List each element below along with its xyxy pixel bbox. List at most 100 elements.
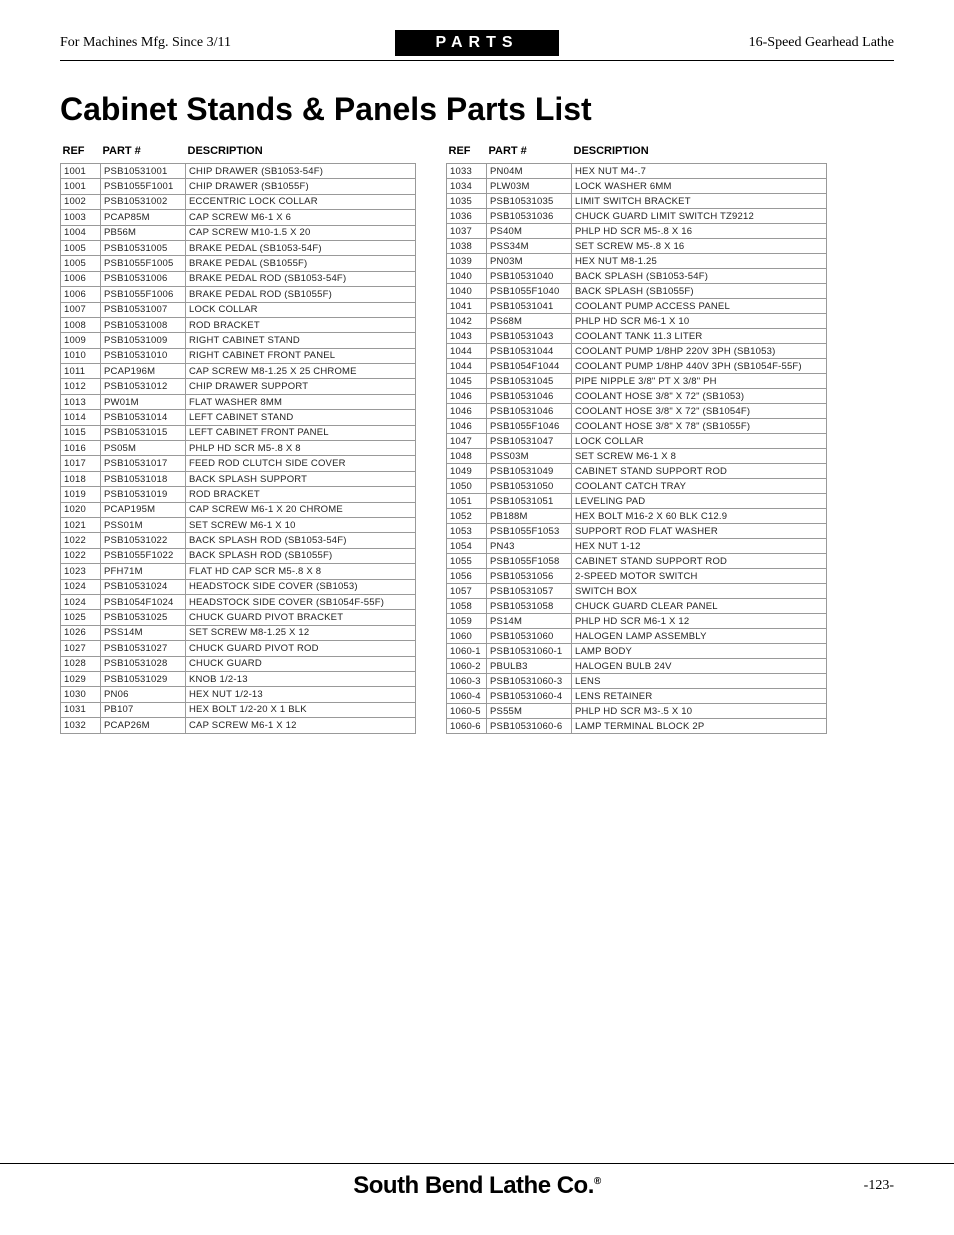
cell-desc: COOLANT PUMP 1/8HP 440V 3PH (SB1054F-55F… [572, 359, 827, 374]
table-row: 1016PS05MPHLP HD SCR M5-.8 X 8 [61, 441, 416, 456]
cell-desc: HALOGEN BULB 24V [572, 659, 827, 674]
cell-part: PSB10531029 [101, 671, 186, 686]
table-row: 1001PSB1055F1001CHIP DRAWER (SB1055F) [61, 179, 416, 194]
cell-desc: FEED ROD CLUTCH SIDE COVER [186, 456, 416, 471]
cell-ref: 1046 [447, 389, 487, 404]
page-header: For Machines Mfg. Since 3/11 PARTS 16-Sp… [60, 30, 894, 56]
cell-desc: CAP SCREW M8-1.25 X 25 CHROME [186, 364, 416, 379]
cell-part: PSB10531014 [101, 410, 186, 425]
cell-part: PSB10531002 [101, 194, 186, 209]
cell-ref: 1052 [447, 509, 487, 524]
cell-desc: LIMIT SWITCH BRACKET [572, 194, 827, 209]
cell-ref: 1059 [447, 614, 487, 629]
cell-ref: 1027 [61, 641, 101, 656]
cell-desc: HEX BOLT 1/2-20 X 1 BLK [186, 702, 416, 717]
cell-part: PSB10531008 [101, 317, 186, 332]
header-right: 16-Speed Gearhead Lathe [559, 35, 894, 51]
cell-part: PB188M [487, 509, 572, 524]
cell-desc: FLAT HD CAP SCR M5-.8 X 8 [186, 564, 416, 579]
cell-part: PCAP85M [101, 210, 186, 225]
cell-ref: 1060-6 [447, 719, 487, 734]
cell-ref: 1040 [447, 269, 487, 284]
cell-part: PB56M [101, 225, 186, 240]
col-header-desc: DESCRIPTION [186, 142, 416, 164]
cell-desc: RIGHT CABINET FRONT PANEL [186, 348, 416, 363]
cell-ref: 1042 [447, 314, 487, 329]
cell-ref: 1039 [447, 254, 487, 269]
cell-desc: HEX NUT 1-12 [572, 539, 827, 554]
cell-part: PSB10531022 [101, 533, 186, 548]
cell-ref: 1012 [61, 379, 101, 394]
table-row: 1057PSB10531057SWITCH BOX [447, 584, 827, 599]
tables-wrap: REF PART # DESCRIPTION 1001PSB10531001CH… [60, 142, 894, 734]
cell-desc: HEX NUT 1/2-13 [186, 687, 416, 702]
cell-ref: 1025 [61, 610, 101, 625]
table-row: 1003PCAP85MCAP SCREW M6-1 X 6 [61, 210, 416, 225]
cell-ref: 1046 [447, 419, 487, 434]
cell-ref: 1051 [447, 494, 487, 509]
table-row: 1027PSB10531027CHUCK GUARD PIVOT ROD [61, 641, 416, 656]
cell-ref: 1022 [61, 548, 101, 563]
cell-part: PSB1055F1053 [487, 524, 572, 539]
table-row: 1036PSB10531036CHUCK GUARD LIMIT SWITCH … [447, 209, 827, 224]
cell-desc: LENS RETAINER [572, 689, 827, 704]
col-header-desc: DESCRIPTION [572, 142, 827, 164]
cell-part: PSB10531018 [101, 471, 186, 486]
table-row: 1040PSB1055F1040BACK SPLASH (SB1055F) [447, 284, 827, 299]
cell-part: PSB10531007 [101, 302, 186, 317]
cell-desc: LAMP TERMINAL BLOCK 2P [572, 719, 827, 734]
table-row: 1060-5PS55MPHLP HD SCR M3-.5 X 10 [447, 704, 827, 719]
cell-desc: ROD BRACKET [186, 317, 416, 332]
cell-part: PSB10531044 [487, 344, 572, 359]
cell-ref: 1037 [447, 224, 487, 239]
cell-desc: COOLANT PUMP ACCESS PANEL [572, 299, 827, 314]
cell-part: PSB10531028 [101, 656, 186, 671]
cell-ref: 1060-3 [447, 674, 487, 689]
table-row: 1033PN04MHEX NUT M4-.7 [447, 164, 827, 179]
cell-part: PSB1055F1006 [101, 287, 186, 302]
table-row: 1021PSS01MSET SCREW M6-1 X 10 [61, 517, 416, 532]
cell-ref: 1001 [61, 179, 101, 194]
cell-desc: CHUCK GUARD [186, 656, 416, 671]
cell-desc: COOLANT HOSE 3/8" X 72" (SB1053) [572, 389, 827, 404]
cell-ref: 1031 [61, 702, 101, 717]
cell-desc: CAP SCREW M6-1 X 6 [186, 210, 416, 225]
cell-desc: CHUCK GUARD PIVOT ROD [186, 641, 416, 656]
cell-desc: PHLP HD SCR M5-.8 X 8 [186, 441, 416, 456]
cell-part: PSB1054F1024 [101, 594, 186, 609]
cell-desc: BACK SPLASH ROD (SB1053-54F) [186, 533, 416, 548]
table-row: 1056PSB105310562-SPEED MOTOR SWITCH [447, 569, 827, 584]
cell-part: PSB1055F1022 [101, 548, 186, 563]
table-row: 1022PSB10531022BACK SPLASH ROD (SB1053-5… [61, 533, 416, 548]
cell-part: PW01M [101, 394, 186, 409]
cell-desc: HEADSTOCK SIDE COVER (SB1053) [186, 579, 416, 594]
table-row: 1012PSB10531012CHIP DRAWER SUPPORT [61, 379, 416, 394]
cell-ref: 1016 [61, 441, 101, 456]
table-row: 1039PN03MHEX NUT M8-1.25 [447, 254, 827, 269]
cell-part: PSB10531058 [487, 599, 572, 614]
cell-part: PSB10531056 [487, 569, 572, 584]
cell-ref: 1057 [447, 584, 487, 599]
table-row: 1020PCAP195MCAP SCREW M6-1 X 20 CHROME [61, 502, 416, 517]
cell-part: PSB10531060 [487, 629, 572, 644]
cell-desc: BRAKE PEDAL (SB1055F) [186, 256, 416, 271]
footer-brand: South Bend Lathe Co.® [353, 1172, 601, 1200]
cell-part: PSB1054F1044 [487, 359, 572, 374]
cell-desc: BRAKE PEDAL ROD (SB1055F) [186, 287, 416, 302]
cell-ref: 1005 [61, 240, 101, 255]
cell-desc: LEVELING PAD [572, 494, 827, 509]
table-row: 1002PSB10531002ECCENTRIC LOCK COLLAR [61, 194, 416, 209]
cell-ref: 1034 [447, 179, 487, 194]
table-row: 1047PSB10531047LOCK COLLAR [447, 434, 827, 449]
cell-ref: 1030 [61, 687, 101, 702]
cell-part: PSB10531006 [101, 271, 186, 286]
cell-part: PLW03M [487, 179, 572, 194]
cell-desc: HEX BOLT M16-2 X 60 BLK C12.9 [572, 509, 827, 524]
table-row: 1005PSB1055F1005BRAKE PEDAL (SB1055F) [61, 256, 416, 271]
cell-part: PSB1055F1005 [101, 256, 186, 271]
table-row: 1031PB107HEX BOLT 1/2-20 X 1 BLK [61, 702, 416, 717]
cell-desc: CHIP DRAWER (SB1055F) [186, 179, 416, 194]
table-row: 1001PSB10531001CHIP DRAWER (SB1053-54F) [61, 164, 416, 179]
cell-ref: 1029 [61, 671, 101, 686]
cell-ref: 1060-4 [447, 689, 487, 704]
